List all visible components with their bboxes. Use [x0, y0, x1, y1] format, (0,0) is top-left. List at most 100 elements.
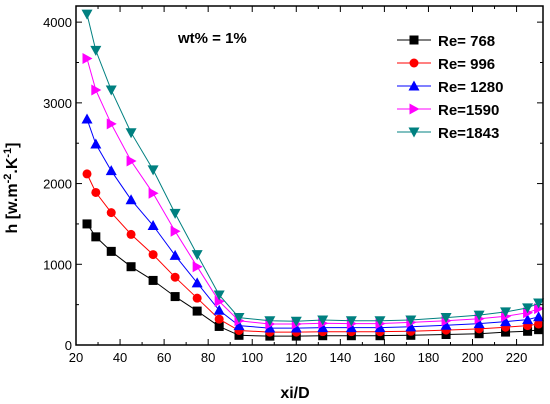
- data-point: [290, 322, 302, 333]
- data-point: [233, 320, 245, 331]
- x-tick-label: 120: [285, 350, 307, 365]
- data-point: [500, 307, 512, 318]
- series-layer: [81, 9, 545, 341]
- data-point: [534, 303, 545, 315]
- data-point: [345, 316, 357, 327]
- data-point: [90, 138, 102, 149]
- data-point: [126, 155, 137, 167]
- x-tick-label: 220: [506, 350, 528, 365]
- data-point: [234, 330, 244, 340]
- series-3: [81, 113, 545, 333]
- data-point: [170, 292, 180, 302]
- data-point: [81, 9, 93, 20]
- data-point: [125, 194, 137, 205]
- data-point: [213, 304, 225, 315]
- x-tick-label: 200: [462, 350, 484, 365]
- x-tick-label: 40: [113, 350, 127, 365]
- legend-label: Re= 768: [438, 33, 495, 50]
- y-tick-label: 0: [65, 338, 72, 353]
- x-tick-label: 100: [241, 350, 263, 365]
- data-point: [534, 319, 544, 329]
- plot-frame: [75, 5, 544, 346]
- data-point: [440, 313, 452, 324]
- x-tick-label: 140: [329, 350, 351, 365]
- legend-label: Re= 1280: [438, 79, 503, 96]
- data-point: [170, 272, 180, 282]
- data-point: [374, 322, 386, 333]
- data-point: [523, 326, 533, 336]
- data-point: [81, 113, 93, 124]
- legend: Re= 768 Re= 996 Re= 1280 Re=1590 Re=1843: [397, 33, 503, 142]
- legend-marker: [408, 80, 420, 91]
- data-point: [440, 319, 452, 330]
- axes-layer: [75, 5, 544, 346]
- x-tick-label: 180: [418, 350, 440, 365]
- data-point: [317, 322, 329, 333]
- data-point: [214, 295, 225, 307]
- data-point: [500, 316, 512, 327]
- data-point: [148, 250, 158, 260]
- data-point: [405, 321, 417, 332]
- series-5: [81, 9, 545, 327]
- x-tick-label: 20: [69, 350, 83, 365]
- data-point: [522, 303, 534, 314]
- legend-label: Re= 996: [438, 56, 495, 73]
- legend-label: Re=1843: [438, 125, 499, 142]
- data-point: [91, 232, 101, 242]
- data-point: [105, 85, 117, 96]
- data-point: [473, 310, 485, 321]
- data-point: [290, 316, 302, 327]
- data-point: [126, 229, 136, 239]
- legend-marker: [409, 103, 420, 115]
- data-point: [345, 322, 357, 333]
- data-point: [148, 275, 158, 285]
- annotation-label: wt% = 1%: [177, 30, 247, 47]
- data-point: [169, 249, 181, 260]
- data-point: [523, 307, 534, 319]
- data-point: [474, 329, 484, 339]
- data-point: [91, 84, 102, 96]
- x-tick-label: 80: [201, 350, 215, 365]
- legend-marker: [408, 127, 420, 138]
- data-point: [147, 165, 159, 176]
- data-point: [191, 250, 203, 261]
- data-point: [192, 293, 202, 303]
- data-point: [405, 315, 417, 326]
- data-point: [126, 262, 136, 272]
- y-tick-label: 1000: [43, 257, 72, 272]
- data-point: [192, 306, 202, 316]
- y-tick-label: 2000: [43, 177, 72, 192]
- x-tick-label: 60: [157, 350, 171, 365]
- data-point: [213, 290, 225, 301]
- data-point: [264, 322, 276, 333]
- data-point: [90, 45, 102, 56]
- legend-label: Re=1590: [438, 102, 499, 119]
- data-point: [169, 208, 181, 219]
- data-point: [534, 325, 544, 335]
- data-point: [147, 220, 159, 231]
- data-point: [264, 316, 276, 327]
- data-point: [191, 277, 203, 288]
- data-point: [170, 225, 181, 237]
- y-tick-label: 3000: [43, 96, 72, 111]
- legend-marker: [409, 58, 419, 68]
- data-point: [374, 316, 386, 327]
- data-point: [148, 187, 159, 199]
- data-point: [82, 169, 92, 179]
- x-tick-label: 160: [374, 350, 396, 365]
- data-point: [233, 313, 245, 324]
- x-axis-title: xi/D: [280, 385, 309, 402]
- ticks-layer: 20 40 60 80 100 120 140 160 180 200 220 0 1000 2000 30…: [43, 6, 543, 365]
- data-point: [106, 118, 117, 130]
- y-axis-title: h [w.m-2.K-1]: [2, 143, 21, 234]
- data-point: [522, 314, 534, 325]
- data-point: [473, 318, 485, 329]
- data-point: [106, 208, 116, 218]
- series-line: [86, 13, 539, 322]
- y-tick-label: 4000: [43, 15, 72, 30]
- data-point: [91, 187, 101, 197]
- data-point: [214, 321, 224, 331]
- data-point: [82, 219, 92, 229]
- data-point: [82, 52, 93, 64]
